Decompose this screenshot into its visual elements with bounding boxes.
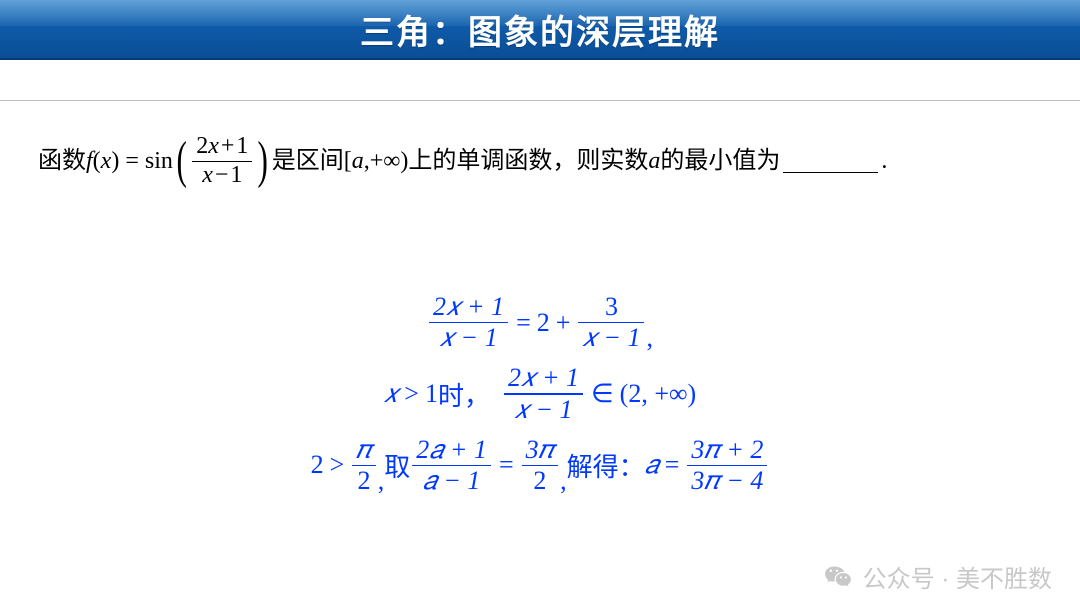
l3-eq2: = [665, 450, 680, 480]
l3-two: 2 [311, 450, 324, 480]
l3-rnum: 3𝜋 [522, 435, 558, 465]
l1-r-den: 𝑥 − 1 [578, 323, 644, 353]
num-1: 1 [236, 133, 248, 159]
l2-frac: 2𝑥 + 1 𝑥 − 1 [504, 363, 583, 424]
interval-a: a [352, 147, 364, 176]
l3-ansfrac: 3𝜋 + 2 3𝜋 − 4 [687, 435, 767, 496]
slide-title: 三角：图象的深层理解 [360, 5, 720, 54]
paren-close: ) [111, 147, 119, 176]
l1-plus: + [556, 308, 571, 338]
wechat-icon [823, 562, 853, 592]
inner-frac-den: x−1 [198, 162, 246, 190]
l3-ansden: 3𝜋 − 4 [687, 466, 767, 496]
l2-when: 时， [438, 376, 490, 413]
watermark-text: 公众号 · 美不胜数 [863, 559, 1052, 594]
l2-gt: > [404, 379, 419, 409]
l1-r-frac: 3 𝑥 − 1 [578, 292, 644, 353]
l1-two: 2 [537, 308, 550, 338]
l3-take: 取 [384, 447, 410, 484]
num-2: 2 [196, 133, 208, 159]
big-paren: ( 2x+1 x−1 ) [173, 133, 272, 190]
l1-tail: , [646, 323, 653, 353]
eq-sign: = [125, 147, 139, 176]
answer-blank [783, 149, 878, 173]
l2-one: 1 [425, 379, 438, 409]
sin-label: sin [145, 147, 173, 176]
solution-line-3: 2 > 𝜋 2 , 取 2𝑎 + 1 𝑎 − 1 = 3𝜋 2 , 解得： 𝑎 … [0, 435, 1080, 496]
interval-close: ) [400, 147, 408, 176]
l1-eq: = [516, 308, 531, 338]
l3-rden: 2 [529, 466, 550, 496]
big-paren-close: ) [258, 135, 268, 187]
l3-aden: 𝑎 − 1 [419, 466, 485, 496]
l2-in: ∈ [591, 379, 614, 409]
num-x: x [208, 133, 219, 159]
l3-anum: 2𝑎 + 1 [412, 435, 491, 465]
l3-afrac: 2𝑎 + 1 𝑎 − 1 [412, 435, 491, 496]
l1-lhs-num: 2𝑥 + 1 [429, 292, 508, 322]
solution-line-2: 𝑥 > 1 时， 2𝑥 + 1 𝑥 − 1 ∈ (2, +∞) [0, 363, 1080, 424]
l3-pi: 𝜋 [352, 435, 375, 465]
den-1: 1 [230, 162, 242, 188]
num-plus: + [221, 133, 235, 159]
interval-inf: ∞ [383, 147, 400, 176]
slide-header: 三角：图象的深层理解 [0, 0, 1080, 60]
var-a: a [648, 147, 660, 176]
den-minus: − [215, 162, 229, 188]
l2-frac-num: 2𝑥 + 1 [504, 363, 583, 393]
problem-text-5: . [881, 147, 887, 176]
l1-lhs-frac: 2𝑥 + 1 𝑥 − 1 [429, 292, 508, 353]
inner-frac-num: 2x+1 [192, 133, 252, 161]
divider-line [0, 100, 1080, 101]
l2-x: 𝑥 [384, 379, 398, 410]
problem-statement: 函数 f ( x ) = sin ( 2x+1 x−1 ) 是区间 [a,+∞)… [38, 133, 1042, 190]
interval-plus: + [370, 147, 384, 176]
l1-lhs-den: 𝑥 − 1 [436, 323, 502, 353]
solution-line-1: 2𝑥 + 1 𝑥 − 1 = 2 + 3 𝑥 − 1 , [0, 292, 1080, 353]
solution-block: 2𝑥 + 1 𝑥 − 1 = 2 + 3 𝑥 − 1 , 𝑥 > 1 时， 2𝑥… [0, 282, 1080, 506]
l3-2d: 2 [354, 466, 375, 496]
problem-text-3: 上的单调函数，则实数 [408, 147, 648, 176]
func-x: x [101, 147, 112, 176]
paren-open: ( [93, 147, 101, 176]
l3-gt: > [330, 450, 345, 480]
watermark: 公众号 · 美不胜数 [823, 559, 1052, 594]
den-x: x [202, 162, 213, 188]
problem-text-2: 是区间 [272, 147, 344, 176]
big-paren-open: ( [176, 135, 186, 187]
inner-frac: 2x+1 x−1 [192, 133, 252, 190]
l3-pi2: 𝜋 2 [352, 435, 375, 496]
l3-solve: 解得： [567, 447, 645, 484]
l3-ansnum: 3𝜋 + 2 [687, 435, 767, 465]
l3-rhsfrac: 3𝜋 2 [522, 435, 558, 496]
problem-text-4: 的最小值为 [660, 147, 780, 176]
l2-frac-den: 𝑥 − 1 [510, 395, 576, 425]
interval-open: [ [344, 147, 352, 176]
l2-range: (2, +∞) [620, 379, 697, 409]
l3-a: 𝑎 [645, 450, 659, 481]
l3-eq1: = [499, 450, 514, 480]
l1-r-num: 3 [601, 292, 622, 322]
problem-text-1: 函数 [38, 147, 86, 176]
func-f: f [86, 147, 93, 176]
